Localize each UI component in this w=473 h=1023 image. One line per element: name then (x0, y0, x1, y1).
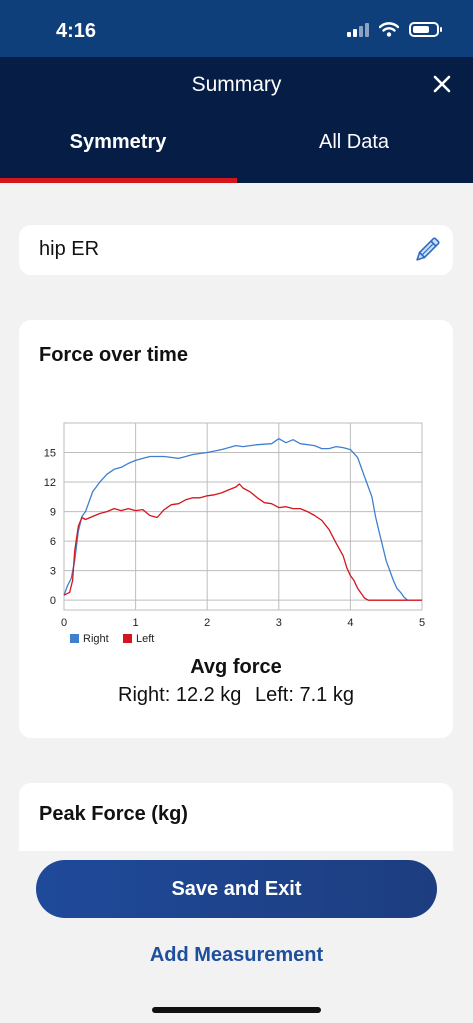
left-avg-force: Left: 7.1 kg (255, 684, 354, 706)
signal-icon (347, 22, 369, 37)
y-tick-label: 6 (50, 536, 56, 548)
status-icons (347, 22, 442, 37)
peak-force-title: Peak Force (kg) (39, 803, 188, 825)
force-chart-card: Force over time 0 1 2 3 4 5 0 3 6 9 12 15 Right Left … (19, 320, 453, 738)
x-tick-label: 5 (419, 617, 425, 629)
x-tick-label: 2 (204, 617, 210, 629)
avg-force-title: Avg force (190, 656, 282, 678)
x-tick-label: 1 (133, 617, 139, 629)
y-tick-label: 15 (44, 448, 56, 460)
legend-swatch-right (70, 634, 79, 643)
legend-swatch-left (123, 634, 132, 643)
y-tick-label: 3 (50, 566, 56, 578)
series-line-right (63, 438, 409, 601)
avg-force-values: Right: 12.2 kg Left: 7.1 kg (19, 684, 453, 707)
home-indicator (152, 1007, 321, 1013)
measurement-name: hip ER (39, 238, 100, 260)
y-tick-label: 0 (50, 595, 56, 607)
tab-symmetry[interactable]: Symmetry (69, 131, 167, 153)
tab-bar: Symmetry All Data (0, 119, 473, 183)
active-tab-indicator (0, 178, 237, 183)
wifi-icon (379, 22, 399, 37)
x-tick-label: 3 (276, 617, 282, 629)
battery-icon (409, 22, 442, 37)
summary-header: Summary Symmetry All Data (0, 57, 473, 183)
close-icon[interactable] (429, 71, 455, 97)
status-bar: 4:16 (0, 0, 473, 57)
x-tick-label: 4 (347, 617, 353, 629)
pencil-icon[interactable] (411, 234, 443, 266)
y-tick-label: 12 (44, 477, 56, 489)
page-title: Summary (191, 73, 282, 96)
legend-label-right: Right (83, 633, 109, 645)
measurement-name-card[interactable]: hip ER (19, 225, 453, 275)
y-tick-label: 9 (50, 507, 56, 519)
save-and-exit-button[interactable]: Save and Exit (36, 860, 437, 918)
right-avg-force: Right: 12.2 kg (118, 684, 242, 706)
legend-label-left: Left (136, 633, 154, 645)
tab-all-data[interactable]: All Data (318, 131, 390, 153)
plot-area-border (63, 422, 423, 611)
add-measurement-button[interactable]: Add Measurement (149, 944, 324, 966)
status-time: 4:16 (56, 20, 97, 42)
peak-force-card: Peak Force (kg) (19, 783, 453, 851)
x-tick-label: 0 (61, 617, 67, 629)
series-line-left (63, 483, 422, 601)
chart-card-title: Force over time (39, 344, 188, 366)
